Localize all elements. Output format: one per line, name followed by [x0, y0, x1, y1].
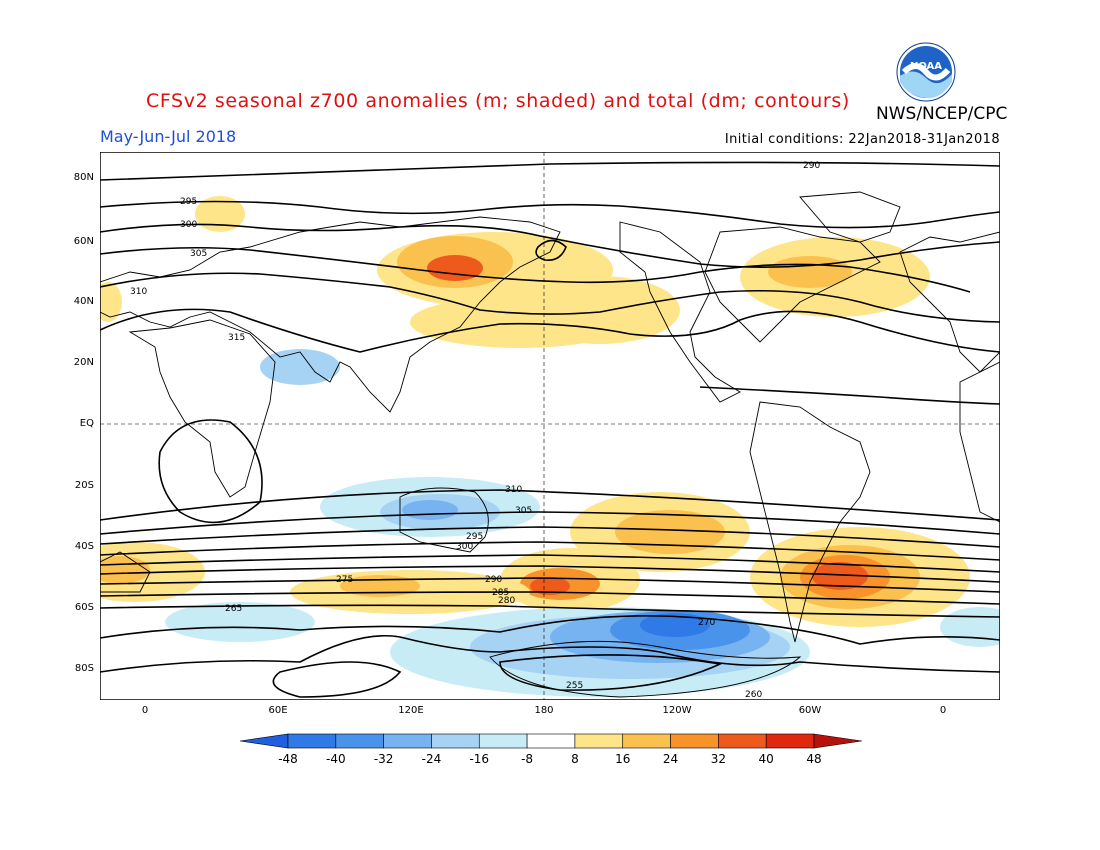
- negative-anomaly-shading: [165, 349, 1000, 697]
- lon-label: 60W: [798, 705, 822, 716]
- lat-label: EQ: [79, 418, 94, 429]
- colorbar-tick-label: 40: [758, 752, 774, 766]
- lat-label: 80N: [73, 172, 94, 183]
- colorbar-cell: [622, 733, 671, 749]
- colorbar: [240, 733, 862, 749]
- lon-label: 0: [939, 705, 947, 716]
- lat-label: 80S: [74, 663, 94, 674]
- colorbar-cell: [670, 733, 719, 749]
- colorbar-tick-label: 8: [571, 752, 579, 766]
- contour-label: 300: [180, 220, 197, 230]
- colorbar-cell: [335, 733, 384, 749]
- colorbar-cell: [718, 733, 767, 749]
- contour-label: 295: [466, 532, 483, 542]
- colorbar-tick-label: 48: [806, 752, 822, 766]
- chart-title: CFSv2 seasonal z700 anomalies (m; shaded…: [146, 90, 850, 112]
- lat-label: 60N: [73, 236, 94, 247]
- contour-labels: 290 295 300 305 310 315 310 305 300 295 …: [130, 161, 820, 700]
- positive-anomaly-shading: [100, 196, 970, 627]
- contour-label: 265: [225, 604, 242, 614]
- lat-label: 40N: [73, 296, 94, 307]
- agency-label: NWS/NCEP/CPC: [876, 104, 1008, 124]
- initial-conditions-label: Initial conditions: 22Jan2018-31Jan2018: [724, 132, 1000, 147]
- contour-label: 255: [566, 681, 583, 691]
- contour-label: 290: [485, 575, 502, 585]
- contour-label: 285: [492, 588, 509, 598]
- colorbar-cell: [383, 733, 432, 749]
- lon-label: 60E: [268, 705, 288, 716]
- lat-label: 20S: [74, 480, 94, 491]
- contour-label: 280: [498, 596, 515, 606]
- colorbar-cell: [765, 733, 815, 749]
- lat-label: 20N: [73, 357, 94, 368]
- contour-label: 305: [190, 249, 207, 259]
- colorbar-cell: [431, 733, 480, 749]
- lat-label: 60S: [74, 602, 94, 613]
- contour-label: 295: [180, 197, 197, 207]
- colorbar-tick-label: -16: [469, 752, 490, 766]
- colorbar-tick-label: -40: [326, 752, 346, 766]
- contour-label: 310: [130, 287, 147, 297]
- contour-label: 290: [803, 161, 820, 171]
- svg-text:NOAA: NOAA: [910, 61, 942, 72]
- lon-label: 0: [141, 705, 149, 716]
- noaa-logo-icon: NOAA: [896, 42, 956, 102]
- contour-label: 300: [456, 542, 473, 552]
- colorbar-tick-label: -8: [521, 752, 534, 766]
- lat-label: 40S: [74, 541, 94, 552]
- colorbar-tick-label: -24: [421, 752, 442, 766]
- contour-label: 310: [505, 485, 522, 495]
- colorbar-tick-label: 16: [615, 752, 631, 766]
- colorbar-max-arrow: [813, 733, 862, 749]
- colorbar-tick-label: -48: [278, 752, 298, 766]
- contour-label: 275: [336, 575, 353, 585]
- colorbar-tick-label: 24: [662, 752, 679, 766]
- lon-label: 120W: [662, 705, 692, 716]
- season-label: May-Jun-Jul 2018: [100, 127, 237, 146]
- lon-label: 120E: [398, 705, 424, 716]
- colorbar-cell: [287, 733, 337, 749]
- colorbar-min-arrow: [240, 733, 289, 749]
- contour-label: 315: [228, 333, 245, 343]
- contour-label: 260: [745, 690, 762, 700]
- colorbar-tick-label: -32: [373, 752, 394, 766]
- contour-label: 305: [515, 506, 532, 516]
- colorbar-labels: -48 -40 -32 -24 -16 -8 8 16 24 32 40 48: [240, 752, 862, 768]
- height-contours: [100, 161, 1000, 698]
- colorbar-cell: [478, 733, 528, 749]
- coastlines: [100, 191, 1000, 698]
- colorbar-cell: [574, 733, 624, 749]
- colorbar-tick-label: 32: [710, 752, 726, 766]
- lon-label: 180: [534, 705, 554, 716]
- colorbar-cell: [526, 733, 576, 749]
- contour-label: 270: [698, 618, 715, 628]
- anomaly-map: 290 295 300 305 310 315 310 305 300 295 …: [100, 152, 1000, 700]
